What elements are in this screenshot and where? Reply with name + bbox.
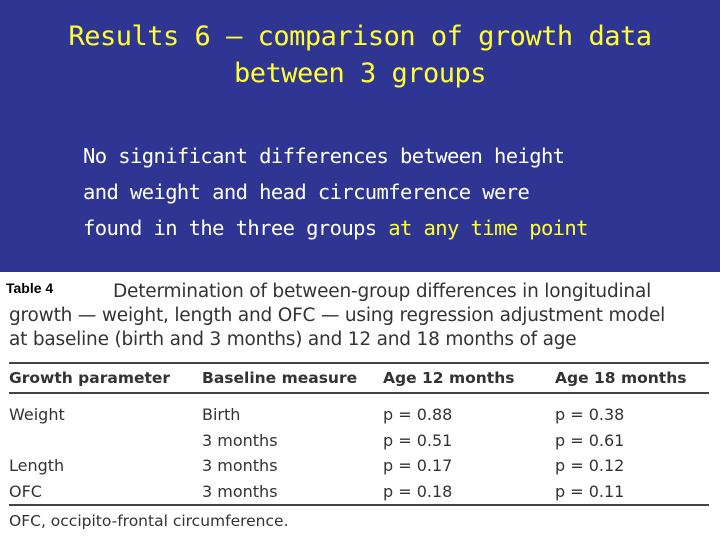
table-cell: 3 months — [202, 430, 278, 450]
table-row: Weight Birth p = 0.88 p = 0.38 — [9, 402, 709, 428]
table-cell: p = 0.61 — [555, 430, 625, 450]
table-cell — [9, 428, 202, 454]
slide-title-line-1: Results 6 – comparison of growth data — [68, 21, 652, 52]
table-label: Table 4 — [6, 280, 54, 296]
table-cell: OFC — [9, 478, 202, 506]
table-caption: Determination of between-group differenc… — [9, 280, 715, 352]
slide-title-line-2: between 3 groups — [233, 58, 487, 89]
table-cell: Weight — [9, 405, 65, 425]
table-spacer — [9, 393, 709, 402]
header-age-18-months: Age 18 months — [555, 362, 709, 394]
table-cell: p = 0.18 — [383, 478, 555, 506]
table-footnote: OFC, occipito-frontal circumference. — [9, 512, 289, 530]
summary-highlight: at any time point — [388, 216, 588, 240]
summary-line-2: and weight and head circumference were — [83, 180, 530, 204]
summary-line-1: No significant differences between heigh… — [83, 144, 565, 168]
header-age-12-months: Age 12 months — [383, 362, 555, 394]
table-cell: p = 0.12 — [555, 456, 625, 476]
table-cell: Birth — [202, 405, 241, 425]
table-header-row: Growth parameter Baseline measure Age 12… — [9, 362, 709, 394]
table-caption-line-1: Determination of between-group differenc… — [113, 281, 652, 302]
slide-header-panel: Results 6 – comparison of growth data be… — [0, 0, 720, 272]
summary-line-3: found in the three groups at any time po… — [83, 210, 703, 246]
table-caption-line-2: growth — weight, length and OFC — using … — [9, 305, 666, 326]
table-row: OFC 3 months p = 0.18 p = 0.11 — [9, 478, 709, 506]
header-growth-parameter: Growth parameter — [9, 362, 202, 394]
summary-line-3-main: found in the three groups — [83, 216, 389, 240]
table-row: Length 3 months p = 0.17 p = 0.12 — [9, 453, 709, 479]
table-cell: p = 0.51 — [383, 430, 453, 450]
summary-text: No significant differences between heigh… — [83, 138, 703, 246]
slide-title: Results 6 – comparison of growth data be… — [0, 18, 720, 92]
table-cell: p = 0.38 — [555, 405, 625, 425]
table-cell: p = 0.88 — [383, 405, 453, 425]
growth-data-table: Growth parameter Baseline measure Age 12… — [9, 362, 709, 506]
table-caption-line-3: at baseline (birth and 3 months) and 12 … — [9, 329, 577, 350]
table-cell: p = 0.11 — [555, 478, 709, 506]
table-cell: p = 0.17 — [383, 456, 453, 476]
table-cell: 3 months — [202, 456, 278, 476]
header-baseline-measure: Baseline measure — [202, 362, 383, 394]
table-row: 3 months p = 0.51 p = 0.61 — [9, 428, 709, 454]
table-cell: Length — [9, 456, 65, 476]
table-cell: 3 months — [202, 478, 383, 506]
